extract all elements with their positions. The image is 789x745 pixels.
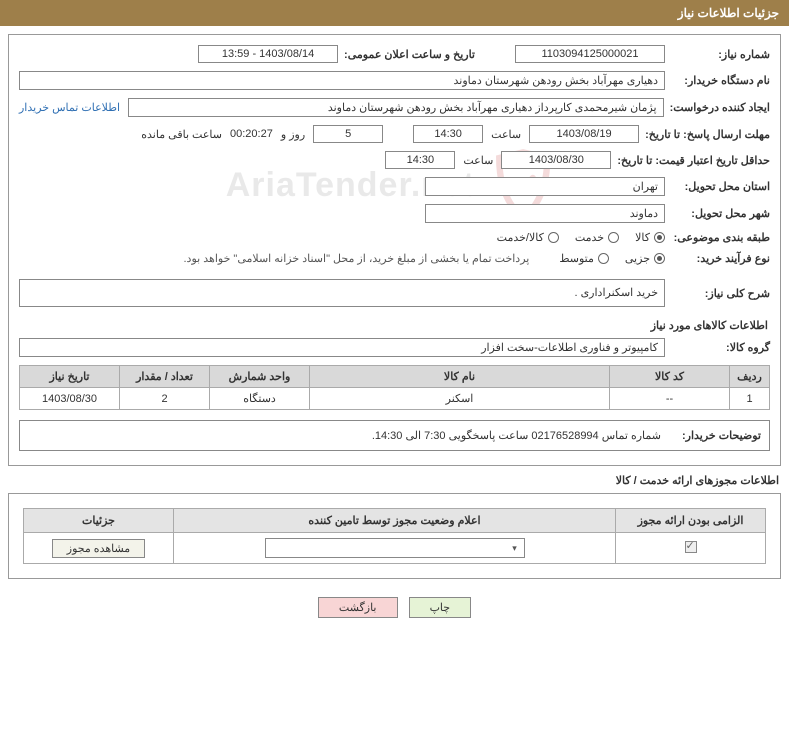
th-code: کد کالا (610, 366, 730, 388)
page-header: جزئیات اطلاعات نیاز (0, 0, 789, 26)
mandatory-checkbox[interactable] (685, 541, 697, 553)
view-permit-button[interactable]: مشاهده مجوز (52, 539, 145, 558)
cell-qty: 2 (120, 388, 210, 410)
requester-field: پژمان شیرمحمدی کارپرداز دهیاری مهرآباد ب… (128, 98, 664, 117)
buyer-notes-box: توضیحات خریدار: شماره تماس 02176528994 س… (19, 420, 770, 451)
th-name: نام کالا (310, 366, 610, 388)
buyer-org-field: دهیاری مهرآباد بخش رودهن شهرستان دماوند (19, 71, 665, 90)
page-title: جزئیات اطلاعات نیاز (678, 6, 779, 20)
permit-row: ▾ مشاهده مجوز (24, 533, 766, 564)
validity-date-field: 1403/08/30 (501, 151, 611, 169)
buyer-notes-value: شماره تماس 02176528994 ساعت پاسخگویی 7:3… (28, 429, 661, 442)
days-remaining-field: 5 (313, 125, 383, 143)
buyer-contact-link[interactable]: اطلاعات تماس خریدار (19, 101, 120, 114)
buyer-notes-label: توضیحات خریدار: (661, 429, 761, 442)
chevron-down-icon: ▾ (508, 541, 522, 555)
cell-mandatory (616, 533, 766, 564)
th-date: تاریخ نیاز (20, 366, 120, 388)
summary-label: شرح کلی نیاز: (665, 287, 770, 300)
time-label-1: ساعت (491, 128, 521, 141)
radio-medium-label: متوسط (559, 252, 594, 265)
cell-unit: دستگاه (210, 388, 310, 410)
permits-table: الزامی بودن ارائه مجوز اعلام وضعیت مجوز … (23, 508, 766, 564)
announce-label: تاریخ و ساعت اعلان عمومی: (338, 48, 475, 61)
province-field: تهران (425, 177, 665, 196)
province-label: استان محل تحویل: (665, 180, 770, 193)
need-no-field: 1103094125000021 (515, 45, 665, 63)
cell-status: ▾ (174, 533, 616, 564)
radio-goods-label: کالا (635, 231, 650, 244)
category-label: طبقه بندی موضوعی: (665, 231, 770, 244)
radio-minor[interactable] (654, 253, 665, 264)
cell-row: 1 (730, 388, 770, 410)
validity-label: حداقل تاریخ اعتبار قیمت: تا تاریخ: (611, 154, 770, 167)
radio-both[interactable] (548, 232, 559, 243)
validity-time-field: 14:30 (385, 151, 455, 169)
radio-service[interactable] (608, 232, 619, 243)
summary-field: خرید اسکنراداری . (19, 279, 665, 307)
permits-section-title: اطلاعات مجوزهای ارائه خدمت / کالا (10, 474, 779, 487)
th-details: جزئیات (24, 509, 174, 533)
countdown-field: 00:20:27 (230, 128, 273, 140)
th-status: اعلام وضعیت مجوز توسط تامین کننده (174, 509, 616, 533)
radio-service-label: خدمت (575, 231, 604, 244)
table-row: 1 -- اسکنر دستگاه 2 1403/08/30 (20, 388, 770, 410)
purchase-type-label: نوع فرآیند خرید: (665, 252, 770, 265)
cell-code: -- (610, 388, 730, 410)
radio-goods[interactable] (654, 232, 665, 243)
category-radio-group: کالا خدمت کالا/خدمت (497, 231, 665, 244)
need-no-label: شماره نیاز: (665, 48, 770, 61)
time-label-2: ساعت (463, 154, 493, 167)
cell-date: 1403/08/30 (20, 388, 120, 410)
main-panel: AriaTender.net شماره نیاز: 1103094125000… (8, 34, 781, 466)
requester-label: ایجاد کننده درخواست: (664, 101, 770, 114)
group-label: گروه کالا: (665, 341, 770, 354)
reply-time-field: 14:30 (413, 125, 483, 143)
cell-details: مشاهده مجوز (24, 533, 174, 564)
radio-both-label: کالا/خدمت (497, 231, 544, 244)
treasury-note: پرداخت تمام یا بخشی از مبلغ خرید، از محل… (184, 252, 530, 265)
cell-name: اسکنر (310, 388, 610, 410)
city-field: دماوند (425, 204, 665, 223)
days-and-label: روز و (281, 128, 305, 141)
goods-section-title: اطلاعات کالاهای مورد نیاز (19, 319, 770, 332)
th-qty: تعداد / مقدار (120, 366, 210, 388)
goods-table: ردیف کد کالا نام کالا واحد شمارش تعداد /… (19, 365, 770, 410)
remaining-label: ساعت باقی مانده (141, 128, 222, 141)
radio-minor-label: جزیی (625, 252, 650, 265)
permits-panel: الزامی بودن ارائه مجوز اعلام وضعیت مجوز … (8, 493, 781, 579)
city-label: شهر محل تحویل: (665, 207, 770, 220)
back-button[interactable]: بازگشت (318, 597, 398, 618)
buyer-org-label: نام دستگاه خریدار: (665, 74, 770, 87)
announce-field: 1403/08/14 - 13:59 (198, 45, 338, 63)
footer-buttons: چاپ بازگشت (0, 589, 789, 632)
purchase-radio-group: جزیی متوسط (559, 252, 665, 265)
radio-medium[interactable] (598, 253, 609, 264)
status-select[interactable]: ▾ (265, 538, 525, 558)
group-field: کامپیوتر و فناوری اطلاعات-سخت افزار (19, 338, 665, 357)
reply-date-field: 1403/08/19 (529, 125, 639, 143)
reply-deadline-label: مهلت ارسال پاسخ: تا تاریخ: (639, 128, 770, 141)
th-row: ردیف (730, 366, 770, 388)
th-mandatory: الزامی بودن ارائه مجوز (616, 509, 766, 533)
print-button[interactable]: چاپ (409, 597, 472, 618)
th-unit: واحد شمارش (210, 366, 310, 388)
